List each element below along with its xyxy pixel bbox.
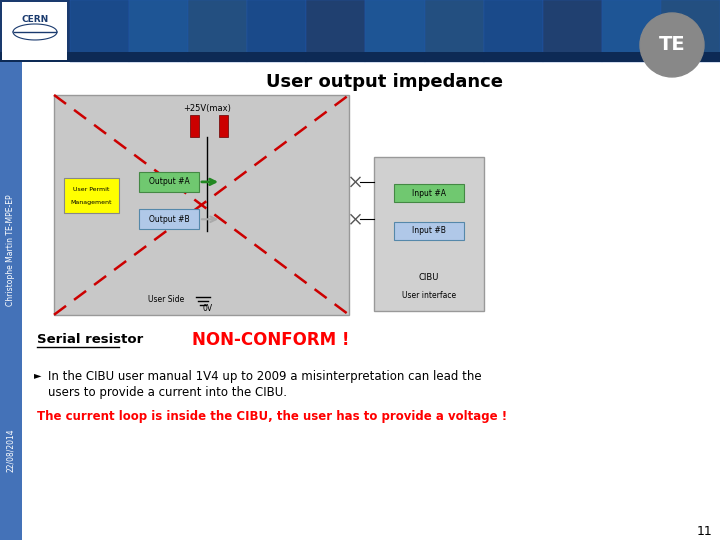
Bar bbox=[374, 157, 484, 312]
Text: The current loop is inside the CIBU, the user has to provide a voltage !: The current loop is inside the CIBU, the… bbox=[37, 410, 507, 423]
Circle shape bbox=[640, 13, 704, 77]
Text: User interface: User interface bbox=[402, 292, 456, 300]
Text: +25V(max): +25V(max) bbox=[184, 104, 231, 113]
Text: 22/08/2014: 22/08/2014 bbox=[6, 428, 16, 471]
Bar bbox=[219, 115, 228, 137]
Bar bbox=[139, 210, 199, 230]
Text: Serial resistor: Serial resistor bbox=[37, 333, 143, 346]
Text: Output #B: Output #B bbox=[149, 215, 189, 224]
Bar bbox=[307, 0, 366, 62]
Text: Input #B: Input #B bbox=[412, 226, 446, 235]
Text: User Side: User Side bbox=[148, 295, 184, 305]
Bar bbox=[188, 0, 247, 62]
Bar bbox=[661, 0, 720, 62]
Text: ►: ► bbox=[34, 370, 42, 380]
Bar bbox=[484, 0, 543, 62]
Text: Output #A: Output #A bbox=[148, 177, 189, 186]
Bar bbox=[129, 0, 188, 62]
Bar bbox=[54, 95, 349, 315]
Bar bbox=[64, 179, 119, 213]
Text: In the CIBU user manual 1V4 up to 2009 a misinterpretation can lead the: In the CIBU user manual 1V4 up to 2009 a… bbox=[48, 370, 482, 383]
Text: Christophe Martin TE-MPE-EP: Christophe Martin TE-MPE-EP bbox=[6, 194, 16, 306]
Text: 0V: 0V bbox=[202, 305, 212, 313]
Text: 11: 11 bbox=[697, 525, 713, 538]
Text: User Permit: User Permit bbox=[73, 187, 109, 192]
Bar bbox=[394, 184, 464, 202]
Bar bbox=[0, 52, 720, 62]
Text: CERN: CERN bbox=[22, 16, 49, 24]
Bar bbox=[189, 115, 199, 137]
Bar bbox=[139, 172, 199, 192]
Text: Management: Management bbox=[71, 200, 112, 205]
Text: Input #A: Input #A bbox=[412, 189, 446, 198]
Bar bbox=[366, 0, 425, 62]
Text: users to provide a current into the CIBU.: users to provide a current into the CIBU… bbox=[48, 386, 287, 399]
Bar bbox=[602, 0, 661, 62]
Bar bbox=[543, 0, 602, 62]
Text: TE: TE bbox=[659, 36, 685, 55]
Bar bbox=[70, 0, 129, 62]
Bar bbox=[0, 62, 22, 539]
Circle shape bbox=[10, 7, 60, 57]
Bar bbox=[0, 0, 720, 62]
Text: User output impedance: User output impedance bbox=[266, 73, 503, 91]
Bar bbox=[2, 2, 67, 60]
Bar bbox=[425, 0, 484, 62]
Bar bbox=[247, 0, 307, 62]
Bar bbox=[394, 221, 464, 240]
Text: CIBU: CIBU bbox=[419, 273, 439, 282]
Text: NON-CONFORM !: NON-CONFORM ! bbox=[192, 331, 349, 349]
